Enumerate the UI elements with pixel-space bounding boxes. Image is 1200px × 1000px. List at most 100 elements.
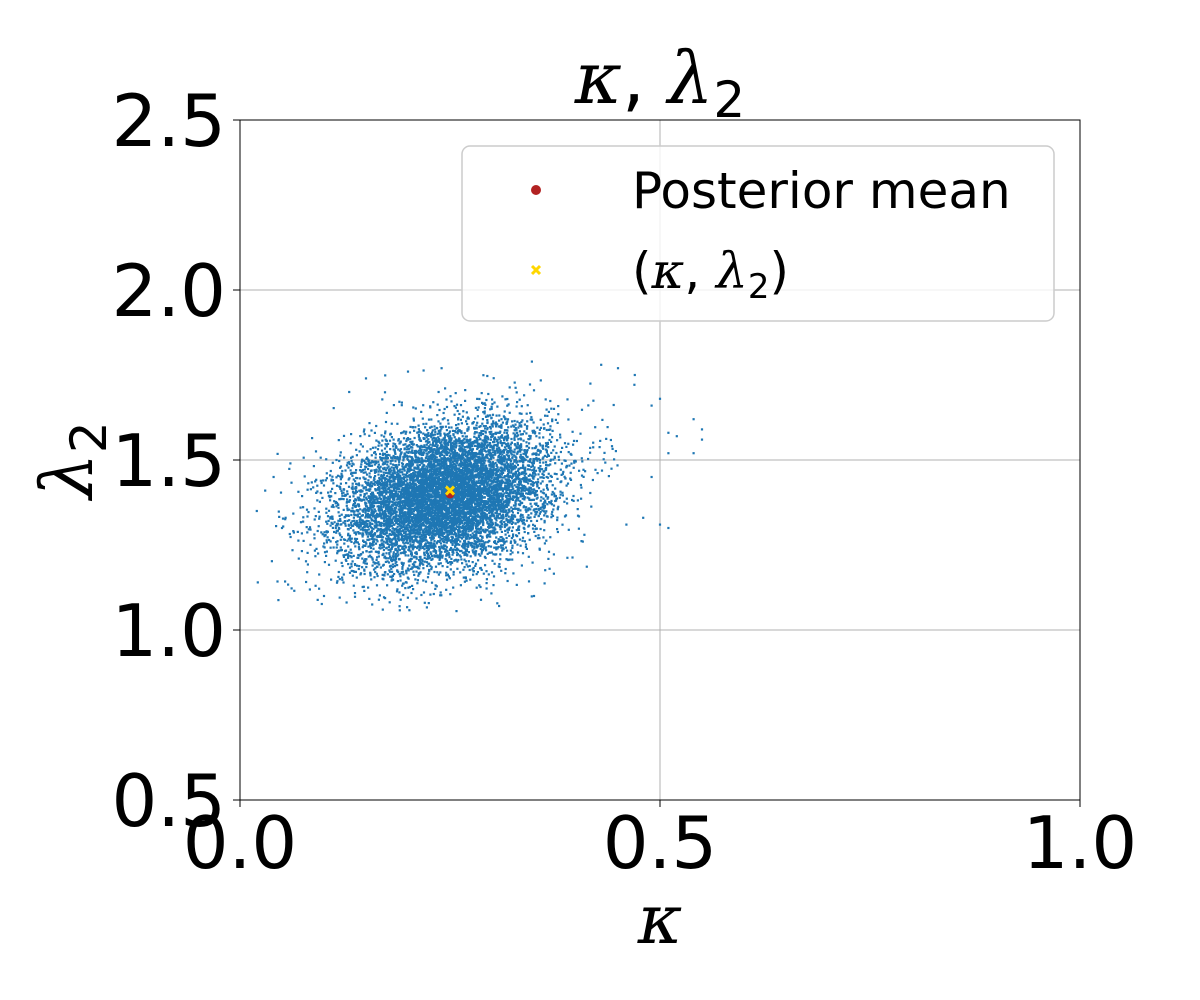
sample-point [413,565,416,568]
sample-point [476,507,480,511]
sample-point [343,520,346,523]
sample-point [572,466,575,469]
sample-point [353,522,356,526]
sample-point [355,514,358,517]
sample-point [371,603,374,606]
sample-point [448,430,451,433]
sample-point [364,515,368,518]
sample-point [549,474,552,477]
sample-point [393,464,396,467]
sample-point [384,516,387,519]
sample-point [435,550,438,553]
sample-point [510,515,513,519]
sample-point [413,429,416,432]
sample-point [511,516,514,519]
sample-point [511,544,514,547]
sample-point [373,476,376,479]
sample-point [505,540,508,543]
sample-point [519,544,522,547]
sample-point [526,492,530,495]
sample-point [361,445,364,448]
sample-point [466,533,469,536]
sample-point [402,593,405,597]
sample-point [489,427,492,430]
sample-point [301,495,304,498]
sample-point [476,515,479,518]
sample-point [497,483,500,486]
sample-point [473,484,476,487]
sample-point [288,532,291,536]
sample-point [444,550,447,553]
sample-point [361,546,364,549]
sample-point [318,515,321,518]
sample-point [506,549,509,552]
sample-point [468,439,471,442]
sample-point [546,497,549,500]
sample-point [410,554,413,557]
sample-point [389,467,392,470]
sample-point [435,456,438,459]
sample-point [524,485,527,488]
sample-point [496,516,499,519]
sample-point [354,498,357,501]
sample-point [375,584,379,587]
sample-point [388,569,391,572]
sample-point [546,486,549,490]
sample-point [461,537,464,540]
sample-point [351,574,354,577]
sample-point [339,466,342,469]
sample-point [402,459,405,462]
posterior-samples [255,360,704,613]
sample-point [484,403,487,406]
sample-point [509,541,512,544]
sample-point [418,535,421,539]
sample-point [464,435,467,438]
sample-point [458,484,461,487]
sample-point [437,562,440,565]
sample-point [529,508,532,511]
sample-point [323,551,327,554]
sample-point [448,471,451,474]
sample-point [338,549,341,552]
title-sep: , [622,36,668,120]
sample-point [346,490,349,493]
sample-point [442,464,446,467]
sample-point [526,420,529,423]
sample-point [394,452,397,455]
sample-point [482,572,485,575]
sample-point [370,481,373,484]
sample-point [541,480,544,483]
sample-point [456,560,459,563]
sample-point [538,470,542,473]
sample-point [463,464,466,467]
sample-point [531,431,535,434]
sample-point [492,454,495,457]
sample-point [441,534,444,538]
sample-point [394,554,397,558]
sample-point [468,564,471,568]
sample-point [380,474,383,477]
sample-point [446,473,450,476]
sample-point [368,533,371,536]
sample-point [326,515,330,518]
sample-point [459,460,463,463]
sample-point [477,553,480,556]
sample-point [379,566,382,569]
sample-point [495,548,498,551]
sample-point [370,542,374,546]
sample-point [531,484,535,487]
sample-point [497,497,500,500]
sample-point [398,521,402,524]
sample-point [438,549,441,552]
sample-point [488,539,491,542]
sample-point [442,517,445,520]
sample-point [447,422,450,425]
sample-point [393,523,396,526]
sample-point [534,431,537,434]
sample-point [441,533,444,536]
sample-point [527,446,531,449]
sample-point [451,451,454,454]
sample-point [446,481,449,484]
sample-point [423,548,426,551]
sample-point [425,443,428,446]
